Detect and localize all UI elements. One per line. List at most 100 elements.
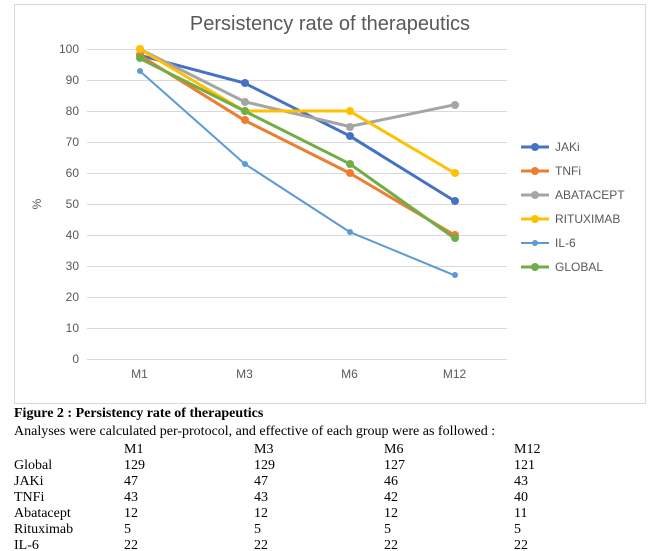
legend-swatch bbox=[521, 189, 549, 201]
table-cell: 127 bbox=[384, 458, 514, 474]
series-marker bbox=[241, 107, 249, 115]
series-marker bbox=[137, 68, 143, 74]
y-tick-label: 80 bbox=[66, 104, 79, 118]
legend-label: GLOBAL bbox=[555, 260, 603, 274]
effective-table: M1M3M6M12Global129129127121JAKi47474643T… bbox=[14, 442, 644, 551]
table-cell: 121 bbox=[514, 458, 644, 474]
table-header-cell: M3 bbox=[254, 442, 384, 458]
legend-item: RITUXIMAB bbox=[521, 207, 641, 231]
figure-caption: Figure 2 : Persistency rate of therapeut… bbox=[14, 406, 646, 422]
table-cell: Global bbox=[14, 458, 124, 474]
legend: JAKi TNFi ABATACEPT RITUXIMAB IL-6 GLOBAL bbox=[521, 135, 641, 279]
legend-item: JAKi bbox=[521, 135, 641, 159]
legend-item: GLOBAL bbox=[521, 255, 641, 279]
table-header-cell: M12 bbox=[514, 442, 644, 458]
table-cell: 43 bbox=[514, 474, 644, 490]
series-marker bbox=[346, 107, 354, 115]
table-cell: 5 bbox=[514, 522, 644, 538]
series-marker bbox=[451, 234, 459, 242]
legend-swatch bbox=[521, 213, 549, 225]
x-tick-label: M3 bbox=[236, 367, 253, 381]
y-axis-title: % bbox=[30, 199, 44, 210]
y-tick-label: 30 bbox=[66, 259, 79, 273]
series-marker bbox=[347, 229, 353, 235]
legend-label: TNFi bbox=[555, 164, 581, 178]
x-tick-label: M6 bbox=[341, 367, 358, 381]
series-marker bbox=[451, 197, 459, 205]
series-marker bbox=[241, 98, 249, 106]
table-cell: 129 bbox=[254, 458, 384, 474]
gridline bbox=[87, 359, 507, 360]
table-header-cell: M6 bbox=[384, 442, 514, 458]
table-row: Abatacept12121211 bbox=[14, 506, 644, 522]
table-cell: 22 bbox=[514, 538, 644, 551]
legend-label: ABATACEPT bbox=[555, 188, 625, 202]
table-cell: 47 bbox=[254, 474, 384, 490]
y-tick-label: 60 bbox=[66, 166, 79, 180]
series-marker bbox=[346, 132, 354, 140]
table-header-cell bbox=[14, 442, 124, 458]
series-marker bbox=[242, 161, 248, 167]
table-row: TNFi43434240 bbox=[14, 490, 644, 506]
legend-item: IL-6 bbox=[521, 231, 641, 255]
table-cell: TNFi bbox=[14, 490, 124, 506]
table-cell: 5 bbox=[384, 522, 514, 538]
series-marker bbox=[136, 45, 144, 53]
table-row: M1M3M6M12 bbox=[14, 442, 644, 458]
figure-note: Analyses were calculated per-protocol, a… bbox=[14, 424, 646, 440]
table-cell: 12 bbox=[384, 506, 514, 522]
y-tick-label: 0 bbox=[72, 352, 79, 366]
legend-label: IL-6 bbox=[555, 236, 576, 250]
table-cell: 22 bbox=[384, 538, 514, 551]
table-cell: Abatacept bbox=[14, 506, 124, 522]
series-marker bbox=[346, 169, 354, 177]
series-marker bbox=[241, 116, 249, 124]
legend-swatch bbox=[521, 261, 549, 273]
table-cell: 22 bbox=[254, 538, 384, 551]
y-tick-label: 10 bbox=[66, 321, 79, 335]
legend-swatch bbox=[521, 237, 549, 249]
y-tick-label: 40 bbox=[66, 228, 79, 242]
series-line bbox=[140, 49, 455, 127]
table-cell: 43 bbox=[124, 490, 254, 506]
table-cell: IL-6 bbox=[14, 538, 124, 551]
plot-area: 0102030405060708090100M1M3M6M12 bbox=[87, 49, 507, 359]
table-cell: 5 bbox=[254, 522, 384, 538]
y-tick-label: 100 bbox=[59, 42, 79, 56]
series-marker bbox=[346, 160, 354, 168]
table-cell: 43 bbox=[254, 490, 384, 506]
table-cell: 46 bbox=[384, 474, 514, 490]
table-cell: 11 bbox=[514, 506, 644, 522]
chart-title: Persistency rate of therapeutics bbox=[15, 13, 645, 36]
series-marker bbox=[241, 79, 249, 87]
legend-swatch bbox=[521, 141, 549, 153]
figure-caption-prefix: Figure 2 : bbox=[14, 406, 76, 421]
table-cell: 22 bbox=[124, 538, 254, 551]
series-marker bbox=[451, 101, 459, 109]
x-tick-label: M12 bbox=[443, 367, 466, 381]
y-tick-label: 20 bbox=[66, 290, 79, 304]
table-cell: 5 bbox=[124, 522, 254, 538]
chart-card: Persistency rate of therapeutics % 01020… bbox=[14, 4, 646, 404]
legend-swatch bbox=[521, 165, 549, 177]
table-cell: JAKi bbox=[14, 474, 124, 490]
series-marker bbox=[452, 272, 458, 278]
x-tick-label: M1 bbox=[131, 367, 148, 381]
series-marker bbox=[451, 169, 459, 177]
y-tick-label: 70 bbox=[66, 135, 79, 149]
table-cell: 129 bbox=[124, 458, 254, 474]
table-row: Rituximab5555 bbox=[14, 522, 644, 538]
legend-label: RITUXIMAB bbox=[555, 212, 620, 226]
legend-item: ABATACEPT bbox=[521, 183, 641, 207]
series-marker bbox=[136, 54, 144, 62]
table-cell: 12 bbox=[254, 506, 384, 522]
table-cell: 42 bbox=[384, 490, 514, 506]
table-header-cell: M1 bbox=[124, 442, 254, 458]
table-row: Global129129127121 bbox=[14, 458, 644, 474]
caption-area: Figure 2 : Persistency rate of therapeut… bbox=[14, 406, 646, 551]
table-row: IL-622222222 bbox=[14, 538, 644, 551]
table-cell: 47 bbox=[124, 474, 254, 490]
legend-label: JAKi bbox=[555, 140, 580, 154]
table-cell: 40 bbox=[514, 490, 644, 506]
table-cell: 12 bbox=[124, 506, 254, 522]
